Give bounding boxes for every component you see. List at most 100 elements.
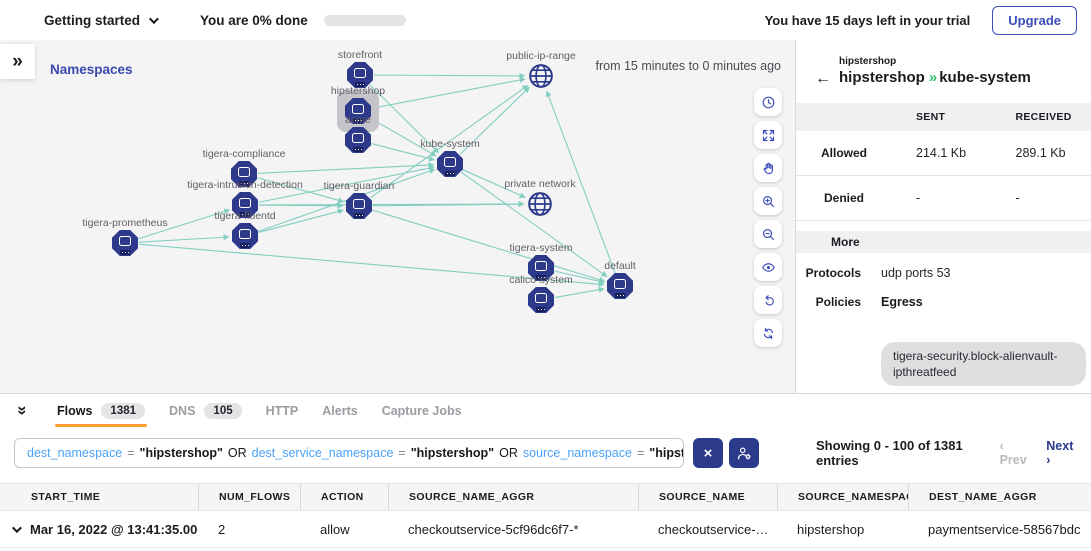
expand-row-icon[interactable] bbox=[11, 522, 22, 533]
node-badge bbox=[536, 307, 546, 312]
tab-flows[interactable]: Flows 1381 bbox=[54, 394, 148, 427]
graph-edge bbox=[371, 143, 436, 162]
namespace-icon bbox=[437, 151, 463, 177]
monitor-icon bbox=[353, 199, 365, 209]
eye-icon bbox=[761, 262, 775, 272]
user-settings-button[interactable] bbox=[729, 438, 760, 468]
graph-node-label: acme bbox=[345, 114, 371, 126]
zoom-in-button[interactable] bbox=[754, 187, 782, 215]
graph-edge bbox=[373, 72, 526, 79]
allowed-label: Allowed bbox=[820, 146, 867, 160]
graph-node-acme[interactable] bbox=[345, 127, 371, 153]
flow-direction-icon: » bbox=[928, 69, 937, 86]
graph-node-tigera-compliance[interactable] bbox=[231, 161, 257, 187]
upgrade-button[interactable]: Upgrade bbox=[992, 5, 1077, 35]
clear-search-button[interactable]: × bbox=[693, 438, 724, 468]
tab-label: Flows bbox=[57, 403, 93, 418]
column-header-num_flows: NUM_FLOWS bbox=[198, 484, 300, 510]
expand-button[interactable] bbox=[754, 121, 782, 149]
graph-toolbar bbox=[754, 88, 782, 347]
protocols-label: Protocols bbox=[805, 266, 861, 280]
detail-title: hipstershop» kube-system bbox=[839, 69, 1031, 86]
service-graph-panel: » Namespaces from 15 minutes to 0 minute… bbox=[0, 40, 795, 393]
graph-node-tigera-fluentd[interactable] bbox=[232, 223, 258, 249]
node-badge bbox=[240, 243, 250, 248]
graph-node-public-ip-range[interactable] bbox=[528, 63, 554, 89]
time-range-text: from 15 minutes to 0 minutes ago bbox=[595, 59, 781, 73]
query-token-val: "hipstershop" bbox=[410, 446, 495, 460]
graph-node-storefront[interactable] bbox=[347, 62, 373, 88]
graph-edge bbox=[461, 171, 608, 277]
graph-edge bbox=[462, 169, 526, 199]
graph-node-calico-system[interactable] bbox=[528, 287, 554, 313]
collapse-panel-icon[interactable]: » bbox=[14, 401, 33, 421]
column-header-start_time: START_TIME bbox=[31, 491, 101, 503]
query-token-field: dest_service_namespace bbox=[251, 446, 394, 460]
monitor-icon bbox=[239, 198, 251, 208]
node-badge bbox=[354, 213, 364, 218]
table-cell: allow bbox=[320, 521, 350, 537]
eye-button[interactable] bbox=[754, 253, 782, 281]
graph-node-tigera-intrusion-detection[interactable] bbox=[232, 192, 258, 218]
graph-edge bbox=[258, 168, 436, 232]
graph-node-tigera-system[interactable] bbox=[528, 255, 554, 281]
next-page-button[interactable]: Next › bbox=[1046, 439, 1074, 467]
graph-node-label: default bbox=[604, 260, 636, 272]
namespace-icon bbox=[346, 193, 372, 219]
refresh-button[interactable] bbox=[754, 319, 782, 347]
graph-node-private-network[interactable] bbox=[527, 191, 553, 217]
tab-label: Capture Jobs bbox=[381, 403, 462, 418]
column-header-source_name_aggr: SOURCE_NAME_AGGR bbox=[388, 484, 638, 510]
tabs-bar: » Flows 1381 DNS 105 HTTP Alerts Capture Jobs bbox=[0, 394, 1091, 427]
flows-panel: » Flows 1381 DNS 105 HTTP Alerts Capture Jobs … bbox=[0, 393, 1091, 551]
query-token-field: source_namespace bbox=[522, 446, 632, 460]
traffic-table-header: SENT RECEIVED bbox=[796, 103, 1091, 131]
monitor-icon bbox=[614, 279, 626, 289]
hand-icon bbox=[763, 162, 773, 174]
allowed-row: Allowed 214.1 Kb 289.1 Kb bbox=[796, 131, 1091, 176]
expand-side-panel-button[interactable]: » bbox=[0, 44, 35, 79]
namespace-icon bbox=[345, 98, 371, 124]
query-token-val: "hipstershop bbox=[649, 446, 685, 460]
graph-node-tigera-prometheus[interactable] bbox=[112, 230, 138, 256]
graph-node-label: public-ip-range bbox=[506, 50, 576, 62]
tab-http[interactable]: HTTP bbox=[266, 394, 299, 427]
tab-dns[interactable]: DNS 105 bbox=[169, 394, 242, 427]
monitor-icon bbox=[352, 133, 364, 143]
prev-page-button[interactable]: ‹ Prev bbox=[999, 439, 1027, 467]
namespace-icon bbox=[347, 62, 373, 88]
graph-edge bbox=[138, 234, 230, 243]
top-bar: Getting started You are 0% done You have… bbox=[0, 0, 1091, 40]
expand-icon bbox=[762, 129, 774, 141]
flows-table-header: START_TIME NUM_FLOWS ACTION SOURCE_NAME_AGG… bbox=[0, 483, 1091, 511]
table-cell: hipstershop bbox=[797, 521, 865, 537]
undo-button[interactable] bbox=[754, 286, 782, 314]
node-badge bbox=[240, 212, 250, 217]
tab-capture-jobs[interactable]: Capture Jobs bbox=[382, 394, 462, 427]
chevron-down-icon bbox=[148, 13, 159, 24]
graph-node-hipstershop[interactable] bbox=[345, 98, 371, 124]
clock-button[interactable] bbox=[754, 88, 782, 116]
getting-started-dropdown[interactable]: Getting started bbox=[44, 13, 159, 28]
sent-column-header: SENT bbox=[916, 111, 946, 123]
flows-table-body: Mar 16, 2022 @ 13:41:35.000 2 allow checkou… bbox=[0, 511, 1091, 548]
graph-node-label: tigera-system bbox=[509, 242, 573, 254]
policy-tag[interactable]: tigera-security.block-alienvault-ipthrea… bbox=[881, 342, 1086, 387]
flow-table-row[interactable]: Mar 16, 2022 @ 13:41:35.000 2 allow checkou… bbox=[0, 511, 1091, 548]
tab-alerts[interactable]: Alerts bbox=[322, 394, 357, 427]
hand-button[interactable] bbox=[754, 154, 782, 182]
graph-node-tigera-guardian[interactable] bbox=[346, 193, 372, 219]
table-cell: 2 bbox=[218, 521, 226, 537]
back-button[interactable]: ← bbox=[815, 70, 831, 87]
cell-start-time: Mar 16, 2022 @ 13:41:35.000 bbox=[30, 521, 198, 537]
namespace-icon bbox=[232, 223, 258, 249]
graph-node-kube-system[interactable] bbox=[437, 151, 463, 177]
node-badge bbox=[353, 147, 363, 152]
graph-node-label: hipstershop bbox=[330, 85, 386, 97]
node-badge bbox=[536, 275, 546, 280]
graph-node-default[interactable] bbox=[607, 273, 633, 299]
search-input[interactable]: dest_namespace = "hipstershop" OR dest_servi… bbox=[14, 438, 685, 468]
denied-row: Denied - - bbox=[796, 176, 1091, 221]
zoom-out-button[interactable] bbox=[754, 220, 782, 248]
allowed-received-value: 289.1 Kb bbox=[1015, 146, 1066, 160]
